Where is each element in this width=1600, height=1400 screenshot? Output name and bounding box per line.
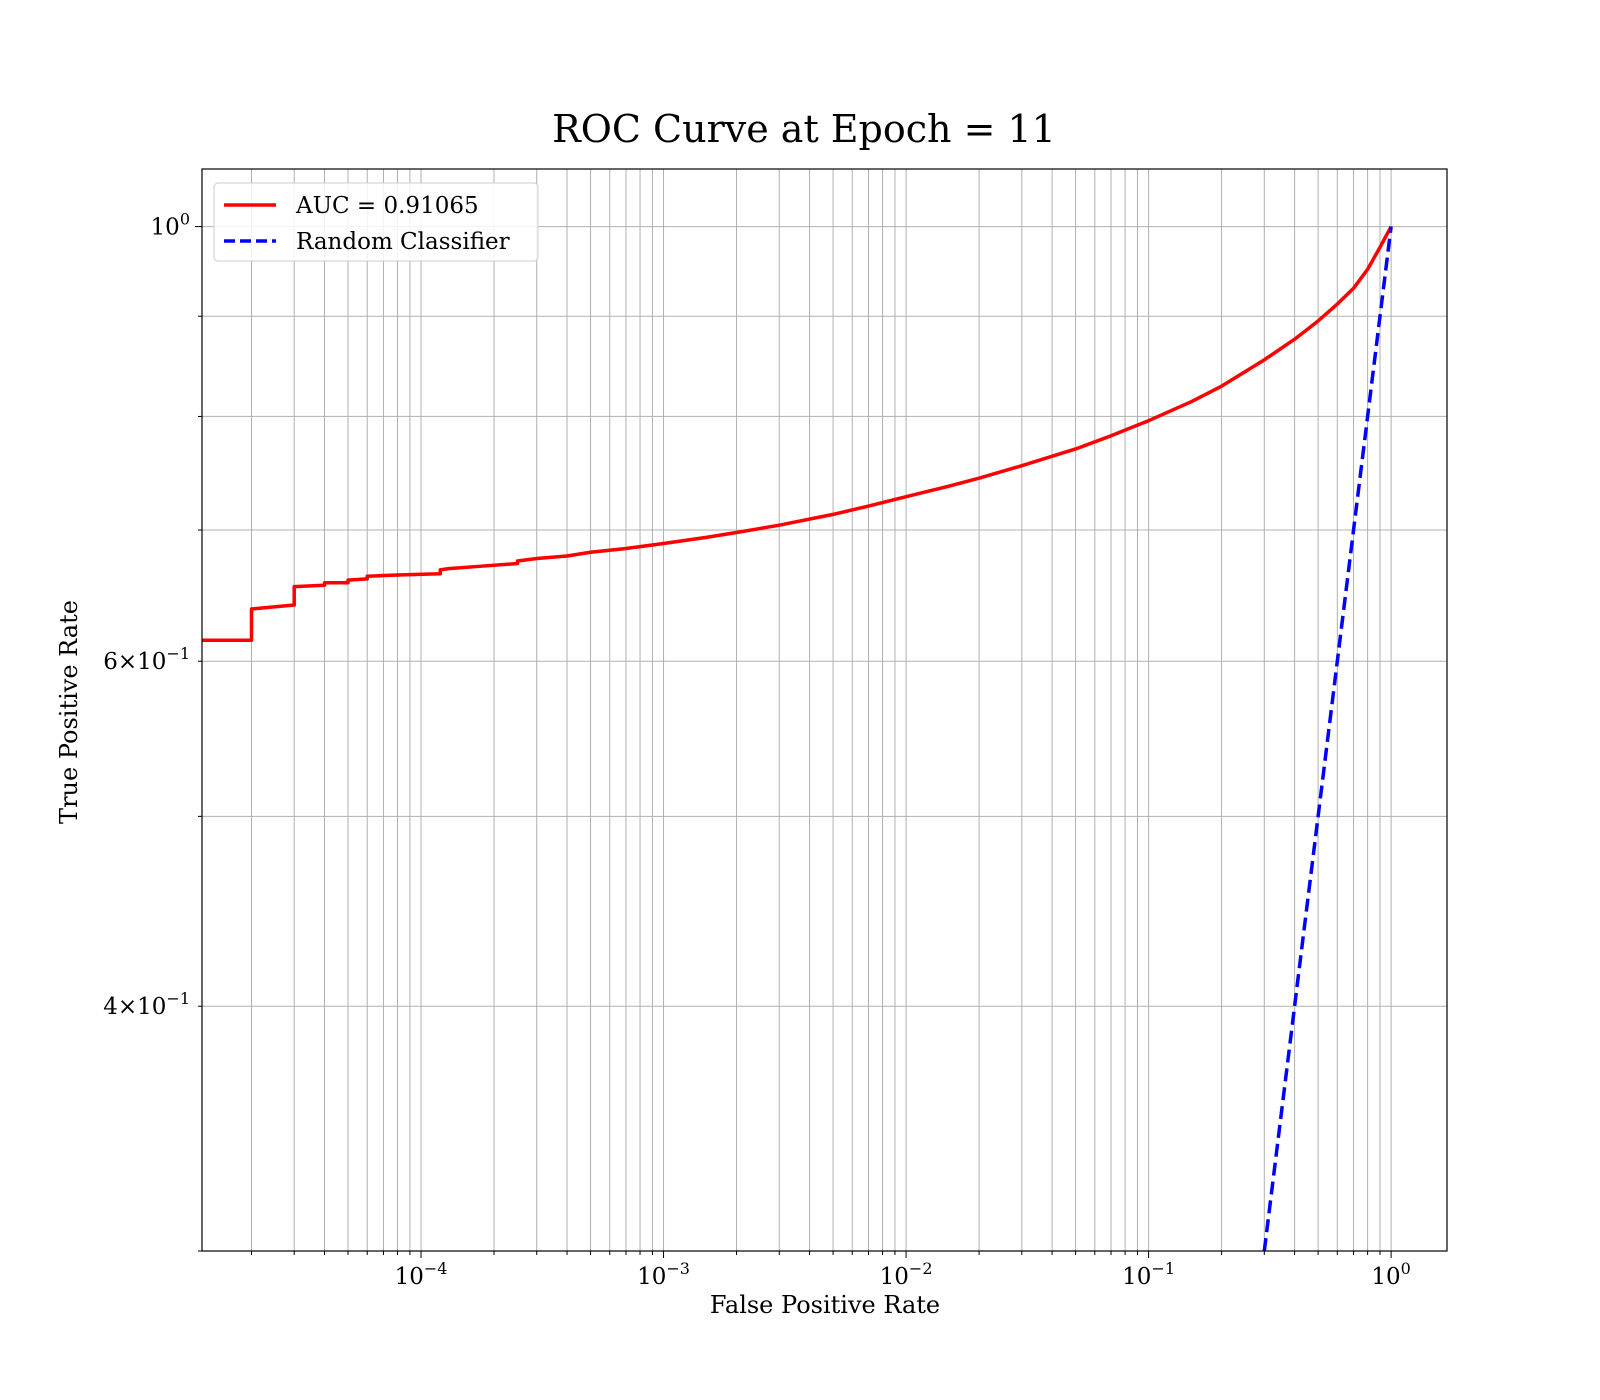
x-tick-label: 100 (1371, 1259, 1410, 1290)
legend-label-random: Random Classifier (296, 229, 510, 255)
y-axis-label: True Positive Rate (55, 600, 83, 824)
x-tick-label: 10−4 (395, 1259, 448, 1290)
y-tick-label: 4×10−1 (103, 989, 190, 1020)
legend: AUC = 0.91065 Random Classifier (213, 182, 539, 262)
x-tick-label: 10−3 (637, 1259, 690, 1290)
chart-title: ROC Curve at Epoch = 11 (552, 107, 1056, 151)
y-axis-ticks: 100 6×10−1 4×10−1 (103, 210, 202, 1252)
legend-label-roc: AUC = 0.91065 (295, 193, 479, 219)
legend-box (213, 182, 539, 262)
x-axis-label: False Positive Rate (710, 1291, 940, 1319)
y-tick-label: 6×10−1 (103, 644, 190, 675)
x-tick-label: 10−1 (1122, 1259, 1175, 1290)
x-axis-ticks: 10−4 10−3 10−2 10−1 100 (251, 1251, 1411, 1290)
series-layer (202, 225, 1393, 1251)
roc-curve-line (202, 225, 1393, 642)
plot-frame (201, 168, 1448, 1252)
grid-lines (202, 169, 1447, 1252)
x-tick-label: 10−2 (880, 1259, 933, 1290)
y-tick-label: 100 (151, 210, 190, 241)
random-classifier-line (1262, 226, 1393, 1251)
